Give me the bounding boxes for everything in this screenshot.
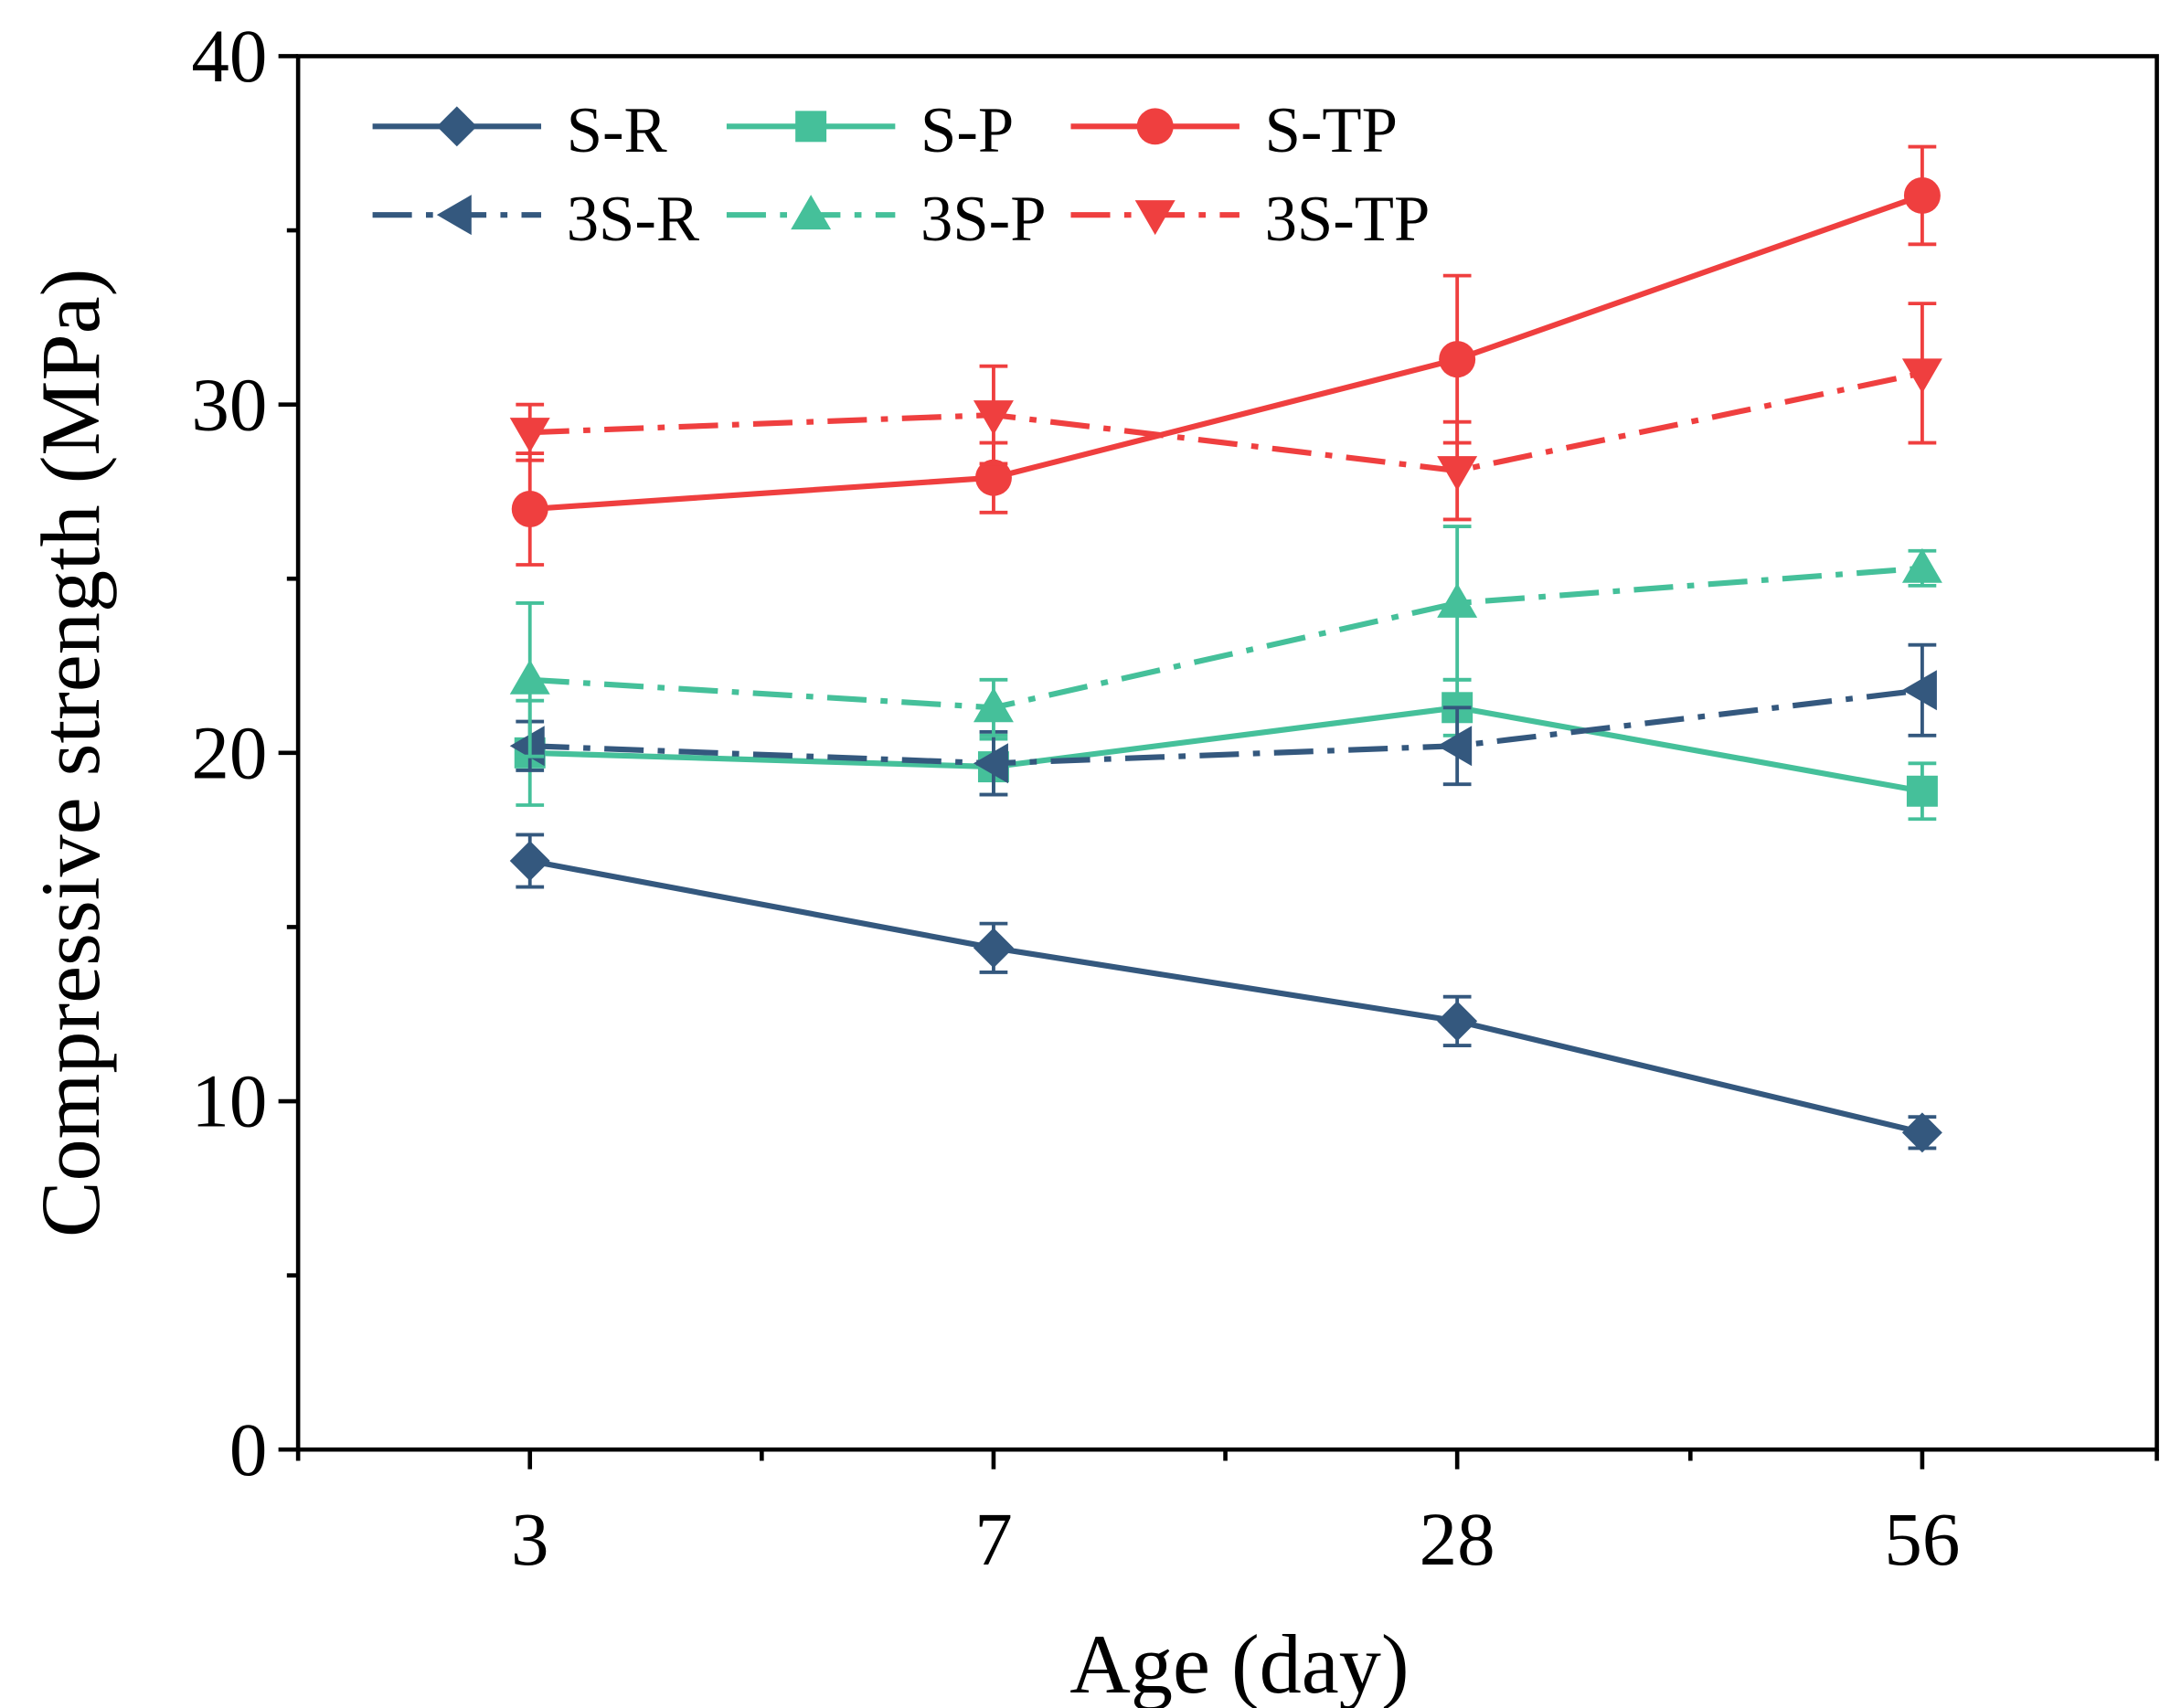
marker-triangle-down: [509, 418, 550, 453]
legend-label: 3S-TP: [1265, 184, 1431, 255]
marker-diamond: [436, 106, 477, 147]
series-s-p: [514, 677, 1938, 822]
y-tick-label: 0: [229, 1407, 268, 1491]
x-axis-label: Age (day): [1069, 1618, 1409, 1708]
legend-label: S-TP: [1265, 95, 1398, 166]
x-tick-label: 3: [511, 1497, 548, 1581]
legend-item: 3S-R: [372, 184, 700, 255]
marker-triangle-up: [791, 195, 832, 230]
y-axis-label: Compressive strength (MPa): [24, 269, 117, 1237]
legend-label: 3S-P: [920, 184, 1047, 255]
marker-triangle-down: [1437, 456, 1478, 492]
legend-label: S-P: [920, 95, 1014, 166]
series-3s-r: [509, 642, 1937, 797]
marker-triangle-down: [1901, 358, 1942, 394]
marker-triangle-left: [1437, 726, 1473, 767]
legend-item: S-R: [372, 95, 668, 166]
marker-circle: [1136, 108, 1174, 145]
marker-triangle-up: [509, 659, 550, 695]
series-line: [529, 565, 1923, 711]
marker-triangle-left: [1901, 670, 1937, 711]
y-tick-label: 10: [191, 1059, 267, 1143]
marker-diamond: [509, 841, 550, 881]
marker-diamond: [973, 928, 1014, 969]
axes: 0 10 20 30 40 3 7 28 56: [191, 14, 2159, 1581]
legend-label: S-R: [567, 95, 668, 166]
series-s-tp: [511, 144, 1941, 567]
series-line: [529, 705, 1923, 794]
marker-circle: [1439, 341, 1476, 378]
legend-item: S-P: [726, 95, 1014, 166]
marker-triangle-left: [436, 195, 472, 236]
legend-item: S-TP: [1070, 95, 1398, 166]
marker-square: [795, 111, 827, 143]
y-tick-label: 30: [191, 362, 267, 446]
legend-label: 3S-R: [567, 184, 700, 255]
legend: S-R S-P S-TP 3S-R 3S-P 3S-TP: [372, 95, 1430, 255]
series-3s-p: [509, 525, 1942, 759]
marker-circle: [1903, 176, 1941, 214]
marker-circle: [974, 459, 1012, 496]
series-line: [529, 857, 1923, 1136]
series-line: [529, 193, 1923, 513]
x-tick-label: 28: [1420, 1497, 1495, 1581]
marker-triangle-up: [973, 687, 1014, 723]
marker-square: [1906, 775, 1938, 807]
y-tick-label: 20: [191, 711, 267, 795]
legend-item: 3S-TP: [1070, 184, 1430, 255]
x-tick-label: 56: [1884, 1497, 1960, 1581]
plot-area: [509, 144, 1942, 1153]
marker-triangle-up: [1437, 582, 1478, 618]
y-tick-label: 40: [191, 14, 267, 98]
series-line: [529, 370, 1923, 474]
marker-triangle-left: [973, 743, 1008, 784]
marker-diamond: [1901, 1112, 1942, 1153]
marker-diamond: [1437, 1001, 1478, 1042]
x-tick-label: 7: [974, 1497, 1013, 1581]
series-3s-tp: [509, 302, 1942, 522]
marker-circle: [511, 491, 548, 527]
marker-triangle-down: [1134, 200, 1176, 236]
marker-triangle-up: [1901, 547, 1942, 583]
series-line: [529, 687, 1923, 767]
marker-triangle-down: [973, 400, 1014, 436]
series-s-r: [509, 833, 1942, 1153]
legend-item: 3S-P: [726, 184, 1047, 255]
